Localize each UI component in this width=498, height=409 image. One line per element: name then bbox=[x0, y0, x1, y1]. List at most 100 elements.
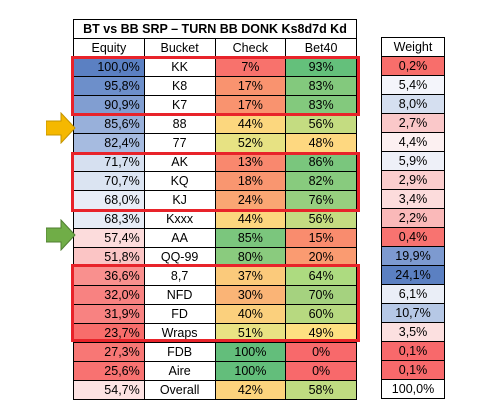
weight-row: 5,9% bbox=[381, 151, 445, 171]
bet-cell: 0% bbox=[285, 342, 357, 362]
equity-cell: 85,6% bbox=[73, 114, 145, 134]
equity-cell: 68,3% bbox=[73, 209, 145, 229]
equity-cell: 95,8% bbox=[73, 76, 145, 96]
header-equity: Equity bbox=[73, 38, 145, 58]
equity-cell: 31,9% bbox=[73, 304, 145, 324]
table-row: 27,3% FDB 100% 0% bbox=[73, 342, 357, 362]
bet-cell: 15% bbox=[285, 228, 357, 248]
equity-cell: 54,7% bbox=[73, 380, 145, 400]
bet-cell: 83% bbox=[285, 76, 357, 96]
weight-cell: 10,7% bbox=[381, 303, 445, 323]
equity-cell: 36,6% bbox=[73, 266, 145, 286]
bet-cell: 58% bbox=[285, 380, 357, 400]
equity-cell: 25,6% bbox=[73, 361, 145, 381]
weight-row: 5,4% bbox=[381, 75, 445, 95]
weight-cell: 5,9% bbox=[381, 151, 445, 171]
equity-cell: 57,4% bbox=[73, 228, 145, 248]
check-cell: 30% bbox=[214, 285, 287, 305]
check-cell: 100% bbox=[214, 361, 287, 381]
bet-cell: 20% bbox=[285, 247, 357, 267]
check-cell: 44% bbox=[214, 114, 287, 134]
weight-cell: 0,2% bbox=[381, 56, 445, 76]
bet-cell: 83% bbox=[285, 95, 357, 115]
check-cell: 18% bbox=[214, 171, 287, 191]
weight-table: Weight 0,2% 5,4% 8,0% 2,7% 4,4% 5,9% 2,9% 3,4% 2… bbox=[381, 37, 445, 399]
weight-cell: 3,5% bbox=[381, 322, 445, 342]
check-cell: 51% bbox=[214, 323, 287, 343]
bucket-cell: KQ bbox=[143, 171, 216, 191]
table-row: 68,0% KJ 24% 76% bbox=[73, 190, 357, 210]
equity-cell: 32,0% bbox=[73, 285, 145, 305]
check-cell: 17% bbox=[214, 76, 287, 96]
bucket-cell: K7 bbox=[143, 95, 216, 115]
bucket-cell: KK bbox=[143, 57, 216, 77]
table-row: 23,7% Wraps 51% 49% bbox=[73, 323, 357, 343]
bet-cell: 56% bbox=[285, 114, 357, 134]
bet-cell: 76% bbox=[285, 190, 357, 210]
bet-cell: 48% bbox=[285, 133, 357, 153]
bucket-cell: AA bbox=[143, 228, 216, 248]
bet-cell: 64% bbox=[285, 266, 357, 286]
bet-cell: 93% bbox=[285, 57, 357, 77]
bet-cell: 70% bbox=[285, 285, 357, 305]
table-row: 95,8% K8 17% 83% bbox=[73, 76, 357, 96]
bucket-cell: Aire bbox=[143, 361, 216, 381]
equity-cell: 23,7% bbox=[73, 323, 145, 343]
equity-cell: 100,0% bbox=[73, 57, 145, 77]
bucket-cell: 88 bbox=[143, 114, 216, 134]
header-check: Check bbox=[214, 38, 287, 58]
table-row: 36,6% 8,7 37% 64% bbox=[73, 266, 357, 286]
header-bucket: Bucket bbox=[143, 38, 216, 58]
check-cell: 7% bbox=[214, 57, 287, 77]
check-cell: 17% bbox=[214, 95, 287, 115]
weight-cell: 6,1% bbox=[381, 284, 445, 304]
bet-cell: 0% bbox=[285, 361, 357, 381]
bet-cell: 56% bbox=[285, 209, 357, 229]
bucket-cell: QQ-99 bbox=[143, 247, 216, 267]
bucket-cell: KJ bbox=[143, 190, 216, 210]
header-bet: Bet40 bbox=[285, 38, 357, 58]
bucket-cell: NFD bbox=[143, 285, 216, 305]
table-row: 57,4% AA 85% 15% bbox=[73, 228, 357, 248]
weight-cell: 2,7% bbox=[381, 113, 445, 133]
bucket-cell: FD bbox=[143, 304, 216, 324]
table-row: 90,9% K7 17% 83% bbox=[73, 95, 357, 115]
weight-cell: 19,9% bbox=[381, 246, 445, 266]
bucket-cell: FDB bbox=[143, 342, 216, 362]
table-row: 100,0% KK 7% 93% bbox=[73, 57, 357, 77]
weight-cell: 0,1% bbox=[381, 341, 445, 361]
equity-cell: 82,4% bbox=[73, 133, 145, 153]
weight-row: 3,5% bbox=[381, 322, 445, 342]
bet-cell: 49% bbox=[285, 323, 357, 343]
weight-row: 19,9% bbox=[381, 246, 445, 266]
orange-arrow-icon bbox=[46, 112, 76, 144]
check-cell: 24% bbox=[214, 190, 287, 210]
equity-table: BT vs BB SRP – TURN BB DONK Ks8d7d Kd Eq… bbox=[73, 19, 357, 400]
bucket-cell: Wraps bbox=[143, 323, 216, 343]
table-row: 71,7% AK 13% 86% bbox=[73, 152, 357, 172]
check-cell: 85% bbox=[214, 228, 287, 248]
bucket-cell: AK bbox=[143, 152, 216, 172]
check-cell: 80% bbox=[214, 247, 287, 267]
weight-row: 10,7% bbox=[381, 303, 445, 323]
weight-cell: 2,9% bbox=[381, 170, 445, 190]
table-row: 70,7% KQ 18% 82% bbox=[73, 171, 357, 191]
bucket-cell: 8,7 bbox=[143, 266, 216, 286]
weight-row: 0,4% bbox=[381, 227, 445, 247]
weight-cell: 5,4% bbox=[381, 75, 445, 95]
weight-row: 0,1% bbox=[381, 341, 445, 361]
header-weight: Weight bbox=[381, 37, 445, 57]
weight-row: 6,1% bbox=[381, 284, 445, 304]
weight-row: 24,1% bbox=[381, 265, 445, 285]
weight-row: 0,2% bbox=[381, 56, 445, 76]
weight-row: 2,7% bbox=[381, 113, 445, 133]
table-row: 85,6% 88 44% 56% bbox=[73, 114, 357, 134]
weight-cell: 100,0% bbox=[381, 379, 445, 399]
table-row: 54,7% Overall 42% 58% bbox=[73, 380, 357, 400]
bucket-cell: Kxxx bbox=[143, 209, 216, 229]
equity-cell: 27,3% bbox=[73, 342, 145, 362]
check-cell: 40% bbox=[214, 304, 287, 324]
weight-row: 100,0% bbox=[381, 379, 445, 399]
bucket-cell: Overall bbox=[143, 380, 216, 400]
weight-cell: 3,4% bbox=[381, 189, 445, 209]
